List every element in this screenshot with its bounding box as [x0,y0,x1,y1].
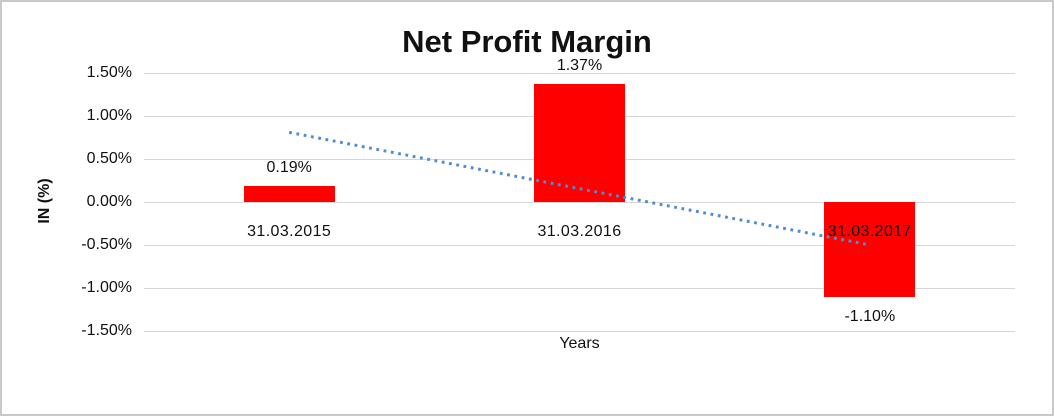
y-tick-label: -1.50% [81,322,132,339]
y-tick-label: -1.00% [81,279,132,296]
y-tick-label: 1.00% [86,107,132,124]
y-tick-label: 0.50% [86,150,132,167]
y-tick-label: 0.00% [86,193,132,210]
value-label: 1.37% [556,57,603,75]
x-axis-title: Years [559,335,600,352]
chart-title: Net Profit Margin [402,24,652,59]
category-label: 31.03.2015 [247,223,332,240]
category-label: 31.03.2017 [827,223,912,240]
bar-31.03.2017[interactable] [824,202,916,297]
gridline [144,72,1015,74]
category-label: 31.03.2016 [537,223,622,240]
y-tick-label: -0.50% [81,236,132,253]
gridline [144,330,1015,332]
y-tick-label: 1.50% [86,64,132,81]
gridline [144,287,1015,289]
bar-31.03.2015[interactable] [243,185,335,202]
value-label: 0.19% [266,158,312,176]
value-label: -1.10% [844,307,896,325]
bar-31.03.2016[interactable] [534,84,625,202]
